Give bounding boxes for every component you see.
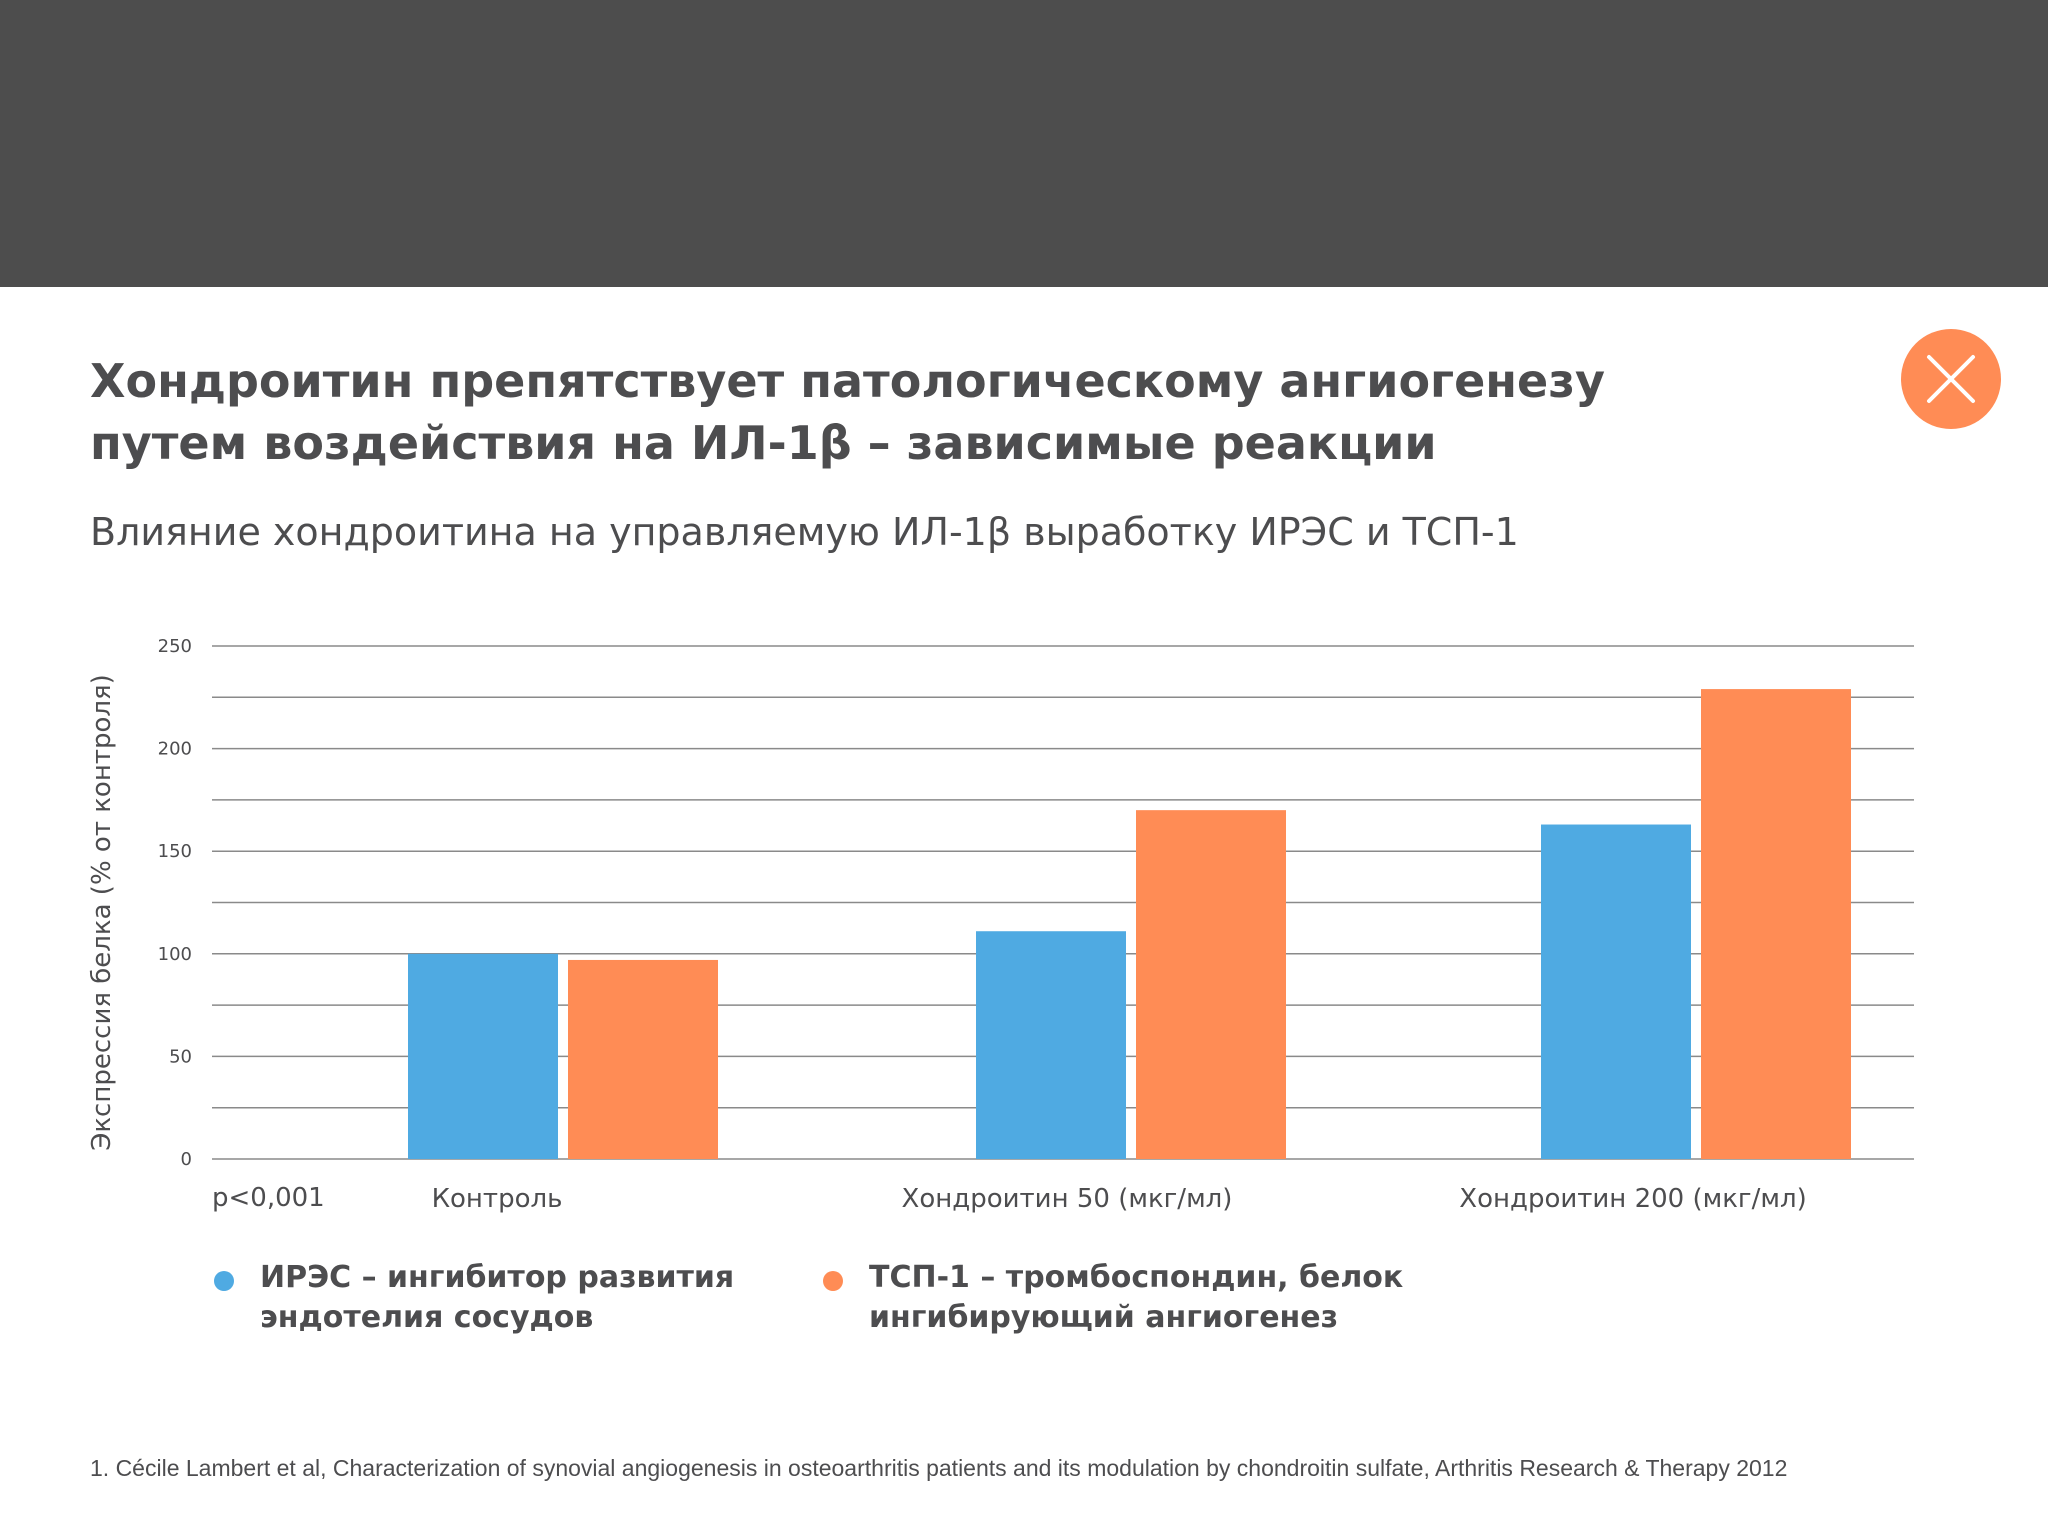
modal-panel xyxy=(0,287,2048,1536)
top-bar xyxy=(0,0,2048,287)
legend-tsp-line-1: ТСП-1 – тромбоспондин, белок xyxy=(869,1260,1404,1295)
legend-tsp-line-2: ингибирующий ангиогенез xyxy=(869,1300,1339,1335)
chart-subtitle: Влияние хондроитина на управляемую ИЛ-1β… xyxy=(90,510,1519,554)
legend-dot-orange xyxy=(823,1271,843,1291)
footnote: 1. Cécile Lambert et al, Characterizatio… xyxy=(90,1455,1788,1481)
title-line-2: путем воздействия на ИЛ-1β – зависимые р… xyxy=(90,416,1437,470)
legend-ires-line-1: ИРЭС – ингибитор развития xyxy=(260,1260,735,1295)
legend-ires-line-2: эндотелия сосудов xyxy=(260,1300,594,1335)
legend-dot-blue xyxy=(214,1271,234,1291)
close-button[interactable] xyxy=(1901,329,2001,429)
page-title: Хондроитин препятствует патологическому … xyxy=(90,350,1790,474)
close-icon xyxy=(1927,355,1975,403)
title-line-1: Хондроитин препятствует патологическому … xyxy=(90,354,1605,408)
